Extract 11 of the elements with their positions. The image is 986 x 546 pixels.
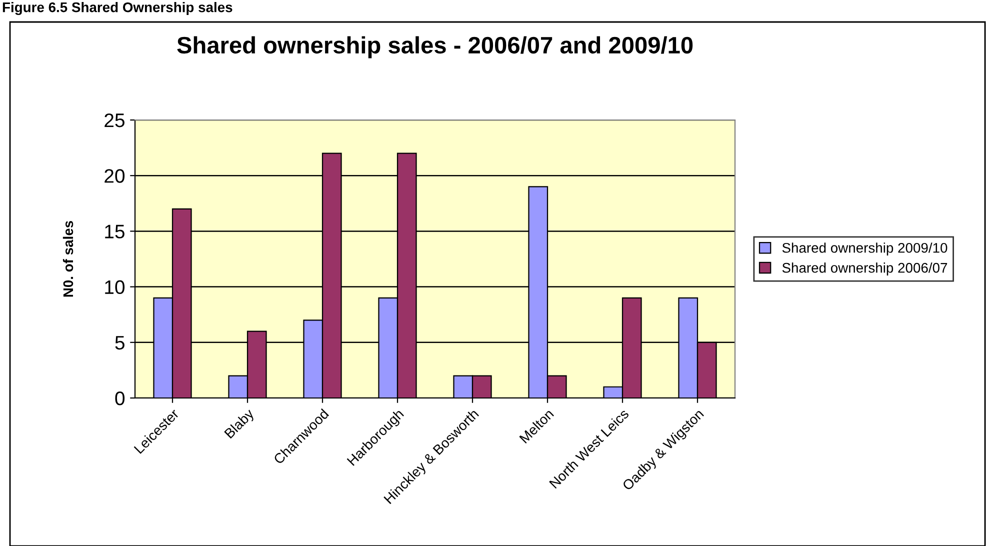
- y-tick-label: 10: [105, 280, 125, 294]
- caption: Figure 6.5 Shared Ownership sales: [2, 2, 232, 16]
- y-tick-label: 5: [115, 336, 124, 350]
- y-tick-label: 15: [105, 224, 124, 238]
- y-tick-label: 25: [104, 113, 124, 128]
- y-tick-label: 0: [115, 391, 125, 406]
- y-tick-label: 20: [104, 169, 125, 183]
- y-axis-title: N0. of sales: [62, 220, 74, 297]
- legend-label: Shared ownership 2006/07: [782, 262, 948, 276]
- chart-title: Shared ownership sales - 2006/07 and 2009/10: [177, 36, 693, 58]
- legend-label: Shared ownership 2009/10: [782, 242, 948, 256]
